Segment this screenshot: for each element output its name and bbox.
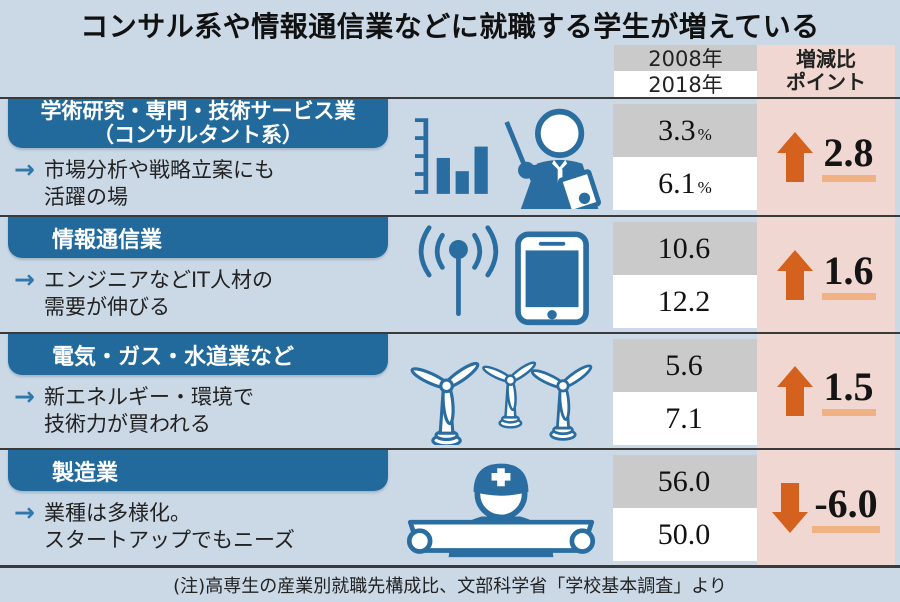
industry-row-utilities: 電気・ガス・水道業など → 新エネルギー・環境で 技術力が買われる: [0, 332, 900, 448]
column-header-change: 増減比 ポイント: [757, 45, 895, 97]
value-2018: 50.0: [657, 518, 711, 551]
value-2018: 7.1: [665, 402, 703, 435]
industry-name: 電気・ガス・水道業など: [52, 344, 295, 370]
change-value: 1.6: [821, 249, 876, 300]
value-2008-cell: 5.6: [613, 339, 757, 392]
description-line: 技術力が買われる: [43, 411, 211, 436]
value-2018-cell: 6.1%: [613, 157, 757, 210]
antenna-smartphone-icon: [392, 217, 610, 332]
up-arrow-icon: [776, 249, 813, 300]
arrow-bullet-icon: →: [14, 382, 35, 411]
industry-header-bar: 学術研究・専門・技術サービス業 （コンサルタント系）: [8, 99, 388, 148]
up-arrow-icon: [776, 366, 813, 416]
industry-name-sub: （コンサルタント系）: [93, 122, 303, 147]
arrow-bullet-icon: →: [14, 498, 35, 527]
wind-turbines-icon: [392, 334, 610, 448]
value-2018-cell: 50.0: [613, 508, 757, 561]
change-cell: 1.6: [757, 217, 895, 332]
page-title: コンサル系や情報通信業などに就職する学生が増えている: [80, 10, 820, 43]
description-line: 活躍の場: [43, 184, 128, 209]
industry-name: 学術研究・専門・技術サービス業: [40, 99, 356, 124]
value-2008: 56.0: [657, 465, 711, 498]
change-cell: 1.5: [757, 334, 895, 448]
industry-header-bar: 情報通信業: [8, 217, 388, 258]
value-unit: %: [697, 125, 712, 144]
presenter-bar-chart-icon: [392, 99, 610, 215]
industry-description: → 市場分析や戦略立案にも 活躍の場: [14, 155, 275, 211]
down-arrow-icon: [772, 482, 809, 533]
description-line: 需要が伸びる: [43, 294, 170, 319]
description-line: 新エネルギー・環境で: [43, 385, 254, 409]
industry-name: 製造業: [52, 460, 119, 486]
change-cell: 2.8: [757, 99, 895, 215]
industry-row-consulting: 学術研究・専門・技術サービス業 （コンサルタント系） → 市場分析や戦略立案にも…: [0, 97, 900, 215]
value-2008: 5.6: [665, 349, 703, 382]
industry-header-bar: 電気・ガス・水道業など: [8, 334, 388, 375]
value-cells: 10.6 12.2: [613, 222, 757, 328]
industry-name: 情報通信業: [52, 227, 163, 253]
value-2008-cell: 56.0: [613, 455, 757, 508]
description-line: スタートアップでもニーズ: [43, 527, 295, 552]
description-line: エンジニアなどIT人材の: [43, 268, 273, 292]
value-2008-cell: 10.6: [613, 222, 757, 275]
value-2018: 6.1: [658, 167, 696, 200]
value-2008: 3.3: [658, 114, 696, 147]
value-2018-cell: 7.1: [613, 392, 757, 445]
source-note: (注)高専生の産業別就職先構成比、文部科学省「学校基本調査」より: [0, 565, 900, 602]
up-arrow-icon: [776, 132, 813, 182]
change-value: 1.5: [821, 366, 876, 416]
change-cell: -6.0: [757, 450, 895, 565]
column-header-2008: 2008年: [614, 45, 757, 71]
industry-row-manufacturing: 製造業 → 業種は多様化。 スタートアップでもニーズ: [0, 448, 900, 565]
industry-description: → エンジニアなどIT人材の 需要が伸びる: [14, 265, 273, 321]
industry-header-bar: 製造業: [8, 450, 388, 491]
change-label-line1: 増減比: [796, 47, 856, 71]
industry-row-it: 情報通信業 → エンジニアなどIT人材の 需要が伸びる: [0, 215, 900, 332]
description-line: 市場分析や戦略立案にも: [43, 158, 275, 182]
column-header-2018: 2018年: [614, 71, 757, 97]
value-2008-cell: 3.3%: [613, 104, 757, 157]
value-2018-cell: 12.2: [613, 275, 757, 328]
value-2018: 12.2: [657, 285, 711, 318]
value-2008: 10.6: [657, 232, 711, 265]
row-container: 学術研究・専門・技術サービス業 （コンサルタント系） → 市場分析や戦略立案にも…: [0, 97, 900, 565]
arrow-bullet-icon: →: [14, 155, 35, 184]
change-value: 2.8: [821, 132, 876, 182]
value-cells: 5.6 7.1: [613, 339, 757, 445]
industry-description: → 新エネルギー・環境で 技術力が買われる: [14, 382, 254, 438]
industry-description: → 業種は多様化。 スタートアップでもニーズ: [14, 498, 295, 554]
value-cells: 56.0 50.0: [613, 455, 757, 561]
description-line: 業種は多様化。: [43, 501, 191, 525]
change-value: -6.0: [812, 482, 880, 533]
change-label-line2: ポイント: [786, 70, 866, 94]
value-unit: %: [697, 178, 712, 197]
value-cells: 3.3% 6.1%: [613, 104, 757, 210]
arrow-bullet-icon: →: [14, 265, 35, 294]
worker-blueprint-icon: [392, 450, 610, 565]
